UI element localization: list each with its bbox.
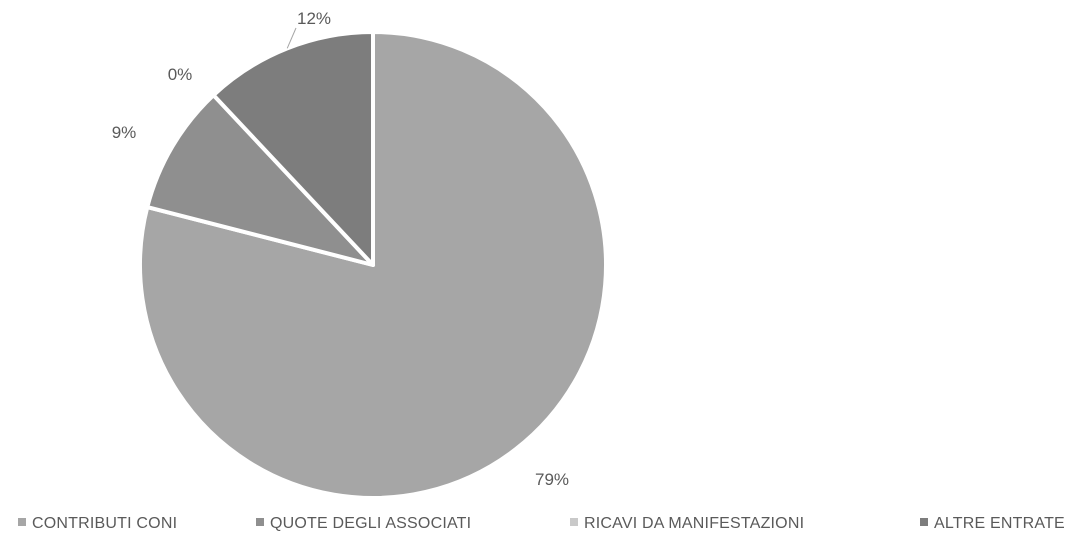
- data-label-ricavi-da-manifestazioni: 0%: [168, 65, 193, 84]
- leader-lines: [286, 27, 297, 49]
- legend-swatch-contributi-coni: [18, 518, 26, 526]
- data-label-altre-entrate: 12%: [297, 9, 331, 28]
- legend-label-altre-entrate: ALTRE ENTRATE: [934, 515, 1065, 532]
- legend-label-ricavi-da-manifestazioni: RICAVI DA MANIFESTAZIONI: [584, 515, 804, 532]
- pie-slice-quote-degli-associati: [145, 93, 375, 267]
- data-labels: 79% 9% 0% 12%: [112, 9, 569, 489]
- legend-item-altre-entrate: ALTRE ENTRATE: [920, 515, 1065, 532]
- legend-label-contributi-coni: CONTRIBUTI CONI: [32, 515, 177, 532]
- legend-swatch-quote-degli-associati: [256, 518, 264, 526]
- legend-swatch-ricavi-da-manifestazioni: [570, 518, 578, 526]
- legend: CONTRIBUTI CONI QUOTE DEGLI ASSOCIATI RICA…: [18, 515, 1065, 532]
- leader-line-altre-entrate: [286, 27, 297, 49]
- data-label-contributi-coni: 79%: [535, 470, 569, 489]
- legend-swatch-altre-entrate: [920, 518, 928, 526]
- pie-slices: [138, 30, 608, 500]
- legend-item-quote-degli-associati: QUOTE DEGLI ASSOCIATI: [256, 515, 471, 532]
- data-label-quote-degli-associati: 9%: [112, 123, 137, 142]
- legend-item-contributi-coni: CONTRIBUTI CONI: [18, 515, 177, 532]
- legend-item-ricavi-da-manifestazioni: RICAVI DA MANIFESTAZIONI: [570, 515, 804, 532]
- legend-label-quote-degli-associati: QUOTE DEGLI ASSOCIATI: [270, 515, 471, 532]
